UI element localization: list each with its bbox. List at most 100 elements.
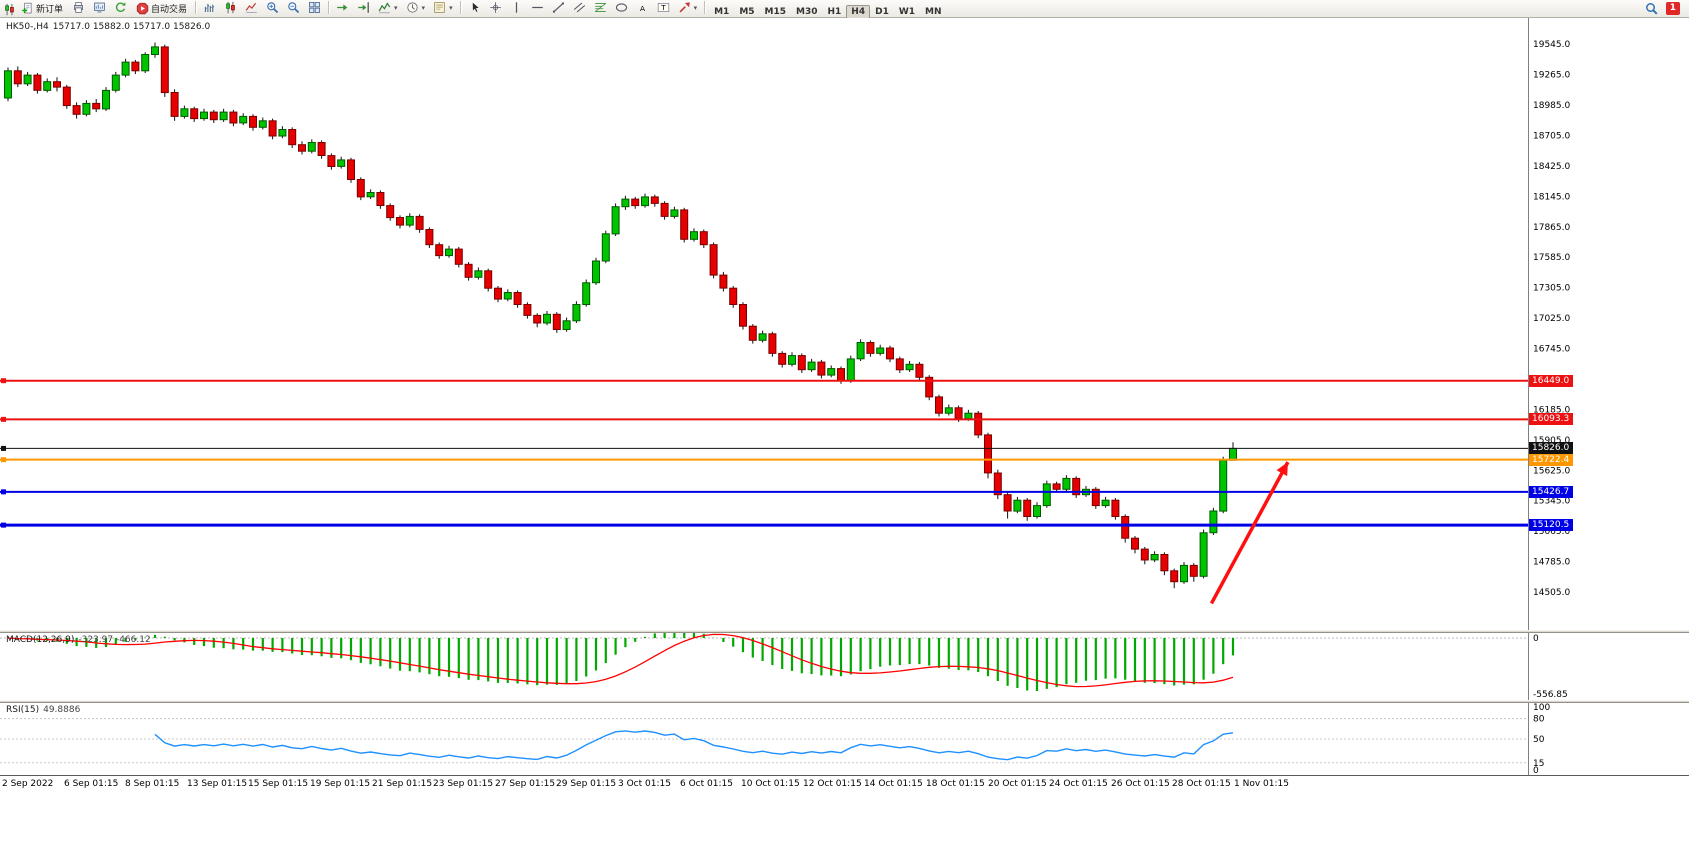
fibonacci-button[interactable] — [590, 0, 611, 17]
new-order-button[interactable]: 新订单 — [17, 0, 67, 18]
date-axis-label: 14 Oct 01:15 — [864, 779, 923, 789]
timeframe-H4[interactable]: H4 — [846, 5, 871, 19]
chart-ohlc-readout: 15717.0 15882.0 15717.0 15826.0 — [52, 22, 211, 32]
text-label-icon: T — [657, 3, 669, 13]
macd-values: -323.97 -466.12 — [78, 635, 151, 645]
date-axis-label: 12 Oct 01:15 — [803, 779, 862, 789]
text-label-button[interactable]: T — [653, 0, 674, 17]
price-axis-label: 19545.0 — [1533, 40, 1570, 50]
chart-symbol-period: HK50-,H4 — [6, 22, 49, 32]
timeframe-MN[interactable]: MN — [925, 7, 942, 17]
toolbar: 新订单 自动交易 ▾ ▾ ▾ A T ▾ M1 M5 M15 M30 H1 H4 D1 W1 MN 1 — [0, 0, 1689, 19]
templates-button[interactable]: ▾ — [429, 0, 457, 17]
timeframe-D1[interactable]: D1 — [875, 7, 889, 17]
chart-window-icon — [94, 2, 105, 13]
main-price-chart[interactable]: 19545.0 19265.0 18985.0 18705.0 18425.0 18145… — [0, 18, 1689, 630]
vertical-line-button[interactable] — [506, 0, 527, 17]
toolbar-right: 1 — [1641, 0, 1686, 18]
arrows-button[interactable]: ▾ — [674, 0, 702, 17]
dropdown-caret-icon: ▾ — [693, 3, 698, 12]
refresh-button[interactable] — [110, 0, 131, 17]
date-axis-label: 24 Oct 01:15 — [1049, 779, 1108, 789]
rsi-panel[interactable]: 100 80 50 150 — [0, 703, 1689, 775]
dropdown-caret-icon: ▾ — [421, 3, 426, 12]
price-axis-label: 16745.0 — [1533, 345, 1570, 355]
timeframe-M30[interactable]: M30 — [796, 7, 818, 17]
indicators-button[interactable]: ▾ — [374, 0, 402, 17]
refresh-icon — [115, 2, 126, 13]
price-axis-label: 15345.0 — [1533, 497, 1570, 507]
channel-button[interactable] — [569, 0, 590, 17]
bar-chart-button[interactable] — [199, 0, 220, 17]
print-button[interactable] — [68, 0, 89, 17]
period-icon — [406, 2, 418, 13]
zoom-in-button[interactable] — [262, 0, 283, 17]
horizontal-line-button[interactable] — [527, 0, 548, 17]
price-level-badge: 15826.0 — [1529, 442, 1573, 454]
toolbar-separator — [459, 1, 461, 15]
price-level-badge: 15426.7 — [1529, 486, 1573, 498]
price-axis-label: 17865.0 — [1533, 223, 1570, 233]
line-anchor-handle[interactable] — [1, 378, 6, 384]
price-axis-label: 18985.0 — [1533, 101, 1570, 111]
price-axis-label: 14785.0 — [1533, 558, 1570, 568]
trend-arrow-annotation[interactable] — [1209, 461, 1290, 605]
panel-separator[interactable] — [0, 700, 1689, 703]
crosshair-button[interactable] — [485, 0, 506, 17]
line-anchor-handle[interactable] — [1, 522, 6, 528]
price-level-badge: 15722.4 — [1529, 454, 1573, 466]
toolbar-separator — [328, 1, 330, 15]
timeframe-M15[interactable]: M15 — [764, 7, 787, 17]
chart-shift-button[interactable] — [353, 0, 374, 17]
rsi-label: RSI(15) 49.8886 — [6, 705, 80, 715]
line-anchor-handle[interactable] — [1, 489, 6, 495]
macd-label: MACD(12,26,9) -323.97 -466.12 — [6, 635, 151, 645]
print-icon — [74, 2, 83, 14]
period-button[interactable]: ▾ — [402, 0, 430, 17]
dropdown-caret-icon: ▾ — [449, 3, 453, 12]
price-axis-label: 15905.0 — [1533, 436, 1570, 446]
fibonacci-icon — [594, 3, 606, 13]
line-chart-button[interactable] — [241, 0, 262, 17]
search-button[interactable] — [1641, 0, 1662, 18]
svg-text:A: A — [640, 4, 645, 13]
price-axis-label: 19265.0 — [1533, 71, 1570, 81]
notification-badge[interactable]: 1 — [1665, 2, 1680, 15]
chart-shift-icon — [358, 2, 369, 14]
timeframe-H1[interactable]: H1 — [827, 7, 842, 17]
macd-panel[interactable]: 0 -556.85 — [0, 633, 1689, 700]
macd-axis-label: -556.85 — [1533, 690, 1568, 700]
price-level-badge: 15120.5 — [1529, 519, 1573, 531]
timeframe-M5[interactable]: M5 — [739, 7, 755, 17]
vertical-line-icon — [515, 2, 517, 14]
trendline-button[interactable] — [548, 0, 569, 17]
zoom-out-button[interactable] — [283, 0, 304, 17]
line-anchor-handle[interactable] — [1, 445, 6, 451]
macd-title: MACD(12,26,9) — [6, 635, 75, 645]
auto-trading-icon — [136, 2, 149, 15]
cursor-button[interactable] — [464, 0, 485, 17]
date-axis-label: 1 Nov 01:15 — [1234, 779, 1289, 789]
chart-window-button[interactable] — [89, 0, 110, 17]
timeframe-W1[interactable]: W1 — [898, 7, 916, 17]
line-anchor-handle[interactable] — [1, 457, 6, 463]
auto-scroll-button[interactable] — [332, 0, 353, 17]
text-button[interactable]: A — [632, 0, 653, 17]
tile-windows-button[interactable] — [304, 0, 325, 17]
candles — [4, 42, 1237, 589]
line-anchor-handle[interactable] — [1, 416, 6, 422]
price-axis-label: 16185.0 — [1533, 405, 1570, 415]
auto-trading-button[interactable]: 自动交易 — [132, 0, 191, 18]
price-axis-label: 14505.0 — [1533, 588, 1570, 598]
shapes-button[interactable] — [611, 0, 632, 17]
candlestick-chart-button[interactable] — [220, 0, 241, 17]
panel-separator[interactable] — [0, 630, 1689, 633]
arrows-icon — [679, 2, 690, 13]
dropdown-caret-icon: ▾ — [394, 3, 398, 12]
date-axis-label: 13 Sep 01:15 — [187, 779, 248, 789]
rsi-line — [154, 730, 1234, 761]
time-axis[interactable]: 2 Sep 2022 6 Sep 01:15 8 Sep 01:15 13 Sep 0… — [0, 775, 1689, 795]
price-axis-label: 17305.0 — [1533, 284, 1570, 294]
app-logo-icon — [3, 0, 16, 18]
timeframe-M1[interactable]: M1 — [714, 7, 730, 17]
